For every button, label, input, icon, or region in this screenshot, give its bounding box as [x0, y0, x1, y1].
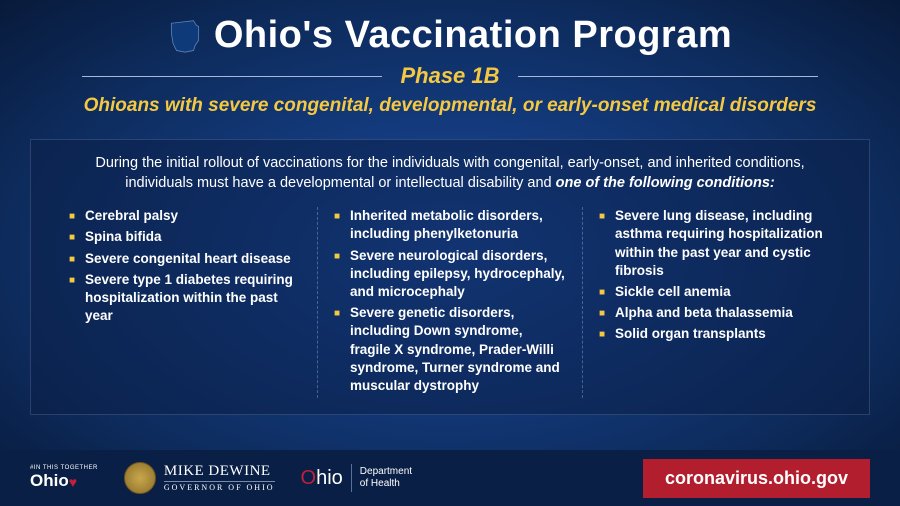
title-row: Ohio's Vaccination Program: [40, 14, 860, 57]
list-item: Severe congenital heart disease: [69, 250, 301, 268]
governor-logo: MIKE DEWINE GOVERNOR OF OHIO: [124, 462, 275, 494]
column-3: Severe lung disease, including asthma re…: [582, 207, 847, 398]
intro-emph: one of the following conditions:: [556, 175, 775, 191]
column-1: Cerebral palsy Spina bifida Severe conge…: [53, 207, 317, 398]
dept-text: Departmentof Health: [360, 466, 412, 490]
divider-right: [518, 76, 818, 77]
url-box: coronavirus.ohio.gov: [643, 459, 870, 498]
intro-line1: During the initial rollout of vaccinatio…: [95, 155, 804, 171]
intro-line2a: individuals must have a developmental or…: [125, 175, 555, 191]
heart-icon: ♥: [69, 474, 77, 490]
divider-left: [82, 76, 382, 77]
phase-label: Phase 1B: [400, 63, 499, 89]
state-seal-icon: [124, 462, 156, 494]
list-item: Severe neurological disorders, including…: [334, 247, 566, 302]
list-item: Sickle cell anemia: [599, 283, 831, 301]
column-2: Inherited metabolic disorders, including…: [317, 207, 582, 398]
list-item: Cerebral palsy: [69, 207, 301, 225]
ohio-state-icon: [168, 18, 202, 54]
content-box: During the initial rollout of vaccinatio…: [30, 139, 870, 415]
list-item: Solid organ transplants: [599, 325, 831, 343]
governor-title: GOVERNOR OF OHIO: [164, 481, 275, 492]
dept-divider: [351, 464, 352, 492]
ohio-brand: Ohio: [301, 467, 343, 490]
list-item: Inherited metabolic disorders, including…: [334, 207, 566, 243]
together-ohio-logo: #IN THIS TOGETHER Ohio♥: [30, 465, 98, 491]
header: Ohio's Vaccination Program Phase 1B Ohio…: [0, 0, 900, 125]
intro-text: During the initial rollout of vaccinatio…: [53, 154, 847, 193]
governor-name: MIKE DEWINE: [164, 464, 275, 479]
list-item: Severe lung disease, including asthma re…: [599, 207, 831, 280]
list-item: Spina bifida: [69, 228, 301, 246]
conditions-columns: Cerebral palsy Spina bifida Severe conge…: [53, 207, 847, 398]
main-title: Ohio's Vaccination Program: [214, 14, 732, 57]
phase-row: Phase 1B: [40, 63, 860, 89]
subtitle: Ohioans with severe congenital, developm…: [40, 95, 860, 117]
list-item: Severe genetic disorders, including Down…: [334, 304, 566, 395]
together-word: Ohio♥: [30, 471, 98, 491]
footer: #IN THIS TOGETHER Ohio♥ MIKE DEWINE GOVE…: [0, 450, 900, 506]
list-item: Alpha and beta thalassemia: [599, 304, 831, 322]
dept-health-logo: Ohio Departmentof Health: [301, 464, 413, 492]
list-item: Severe type 1 diabetes requiring hospita…: [69, 271, 301, 326]
